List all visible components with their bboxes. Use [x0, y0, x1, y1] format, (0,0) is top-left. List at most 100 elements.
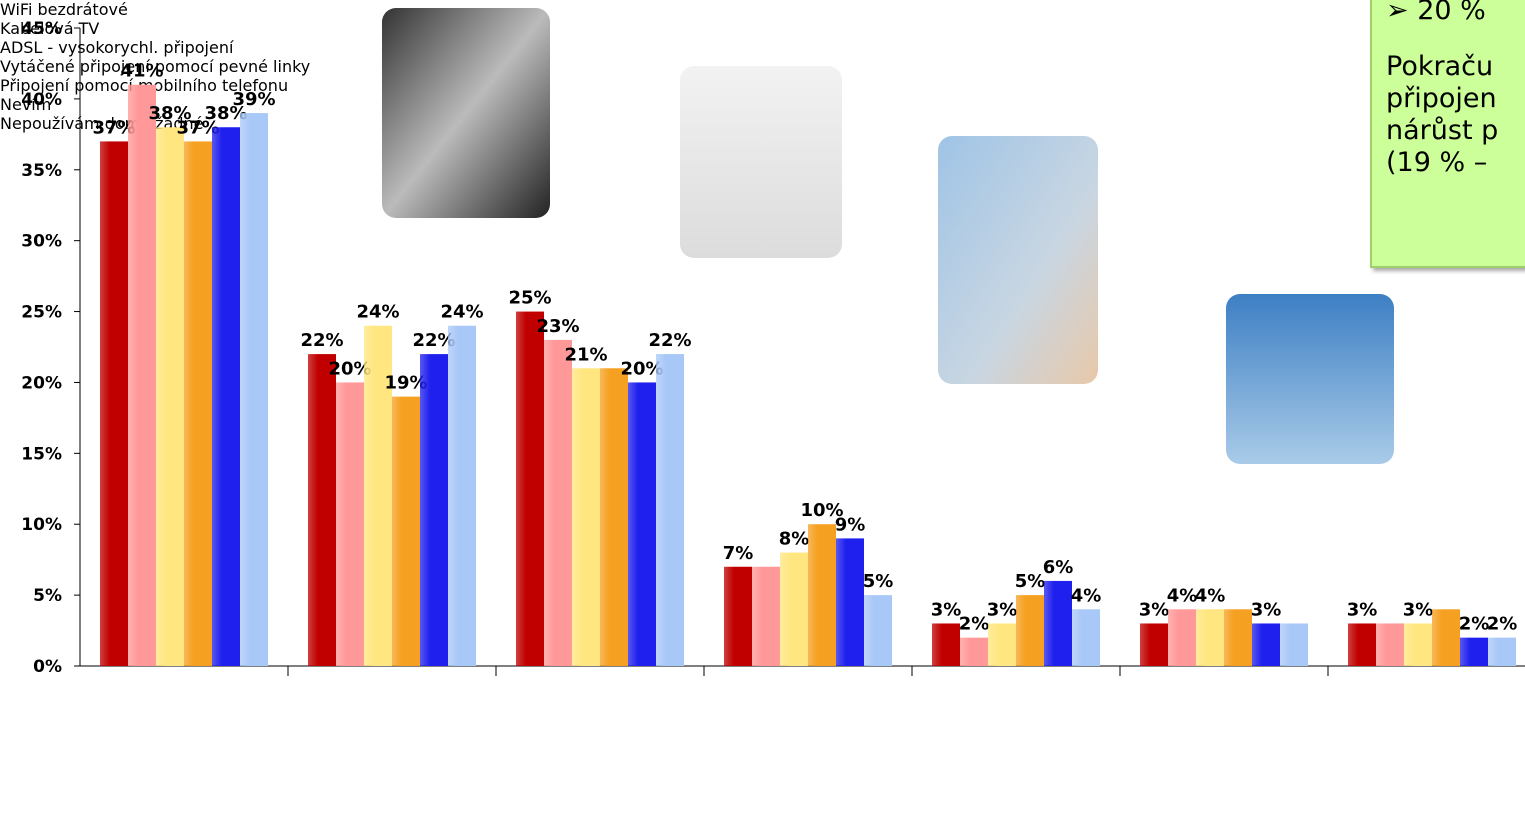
- value-label: 22%: [412, 330, 455, 351]
- x-tick-label: ADSL - vysokorychl. připojení: [0, 38, 234, 57]
- value-label: 21%: [564, 344, 607, 365]
- bar: [1432, 609, 1460, 666]
- bar: [1488, 637, 1516, 666]
- bar: [1196, 609, 1224, 666]
- value-label: 9%: [835, 514, 866, 535]
- value-label: 4%: [1167, 585, 1198, 606]
- bar: [1404, 623, 1432, 666]
- value-label: 37%: [92, 117, 135, 138]
- bar: [1376, 623, 1404, 666]
- bar: [1072, 609, 1100, 666]
- photo: [938, 136, 1098, 384]
- note-text: (19 % –: [1386, 147, 1488, 178]
- value-label: 2%: [1459, 614, 1490, 635]
- bar: [864, 595, 892, 666]
- bar: [988, 623, 1016, 666]
- value-label: 3%: [1251, 599, 1282, 620]
- bar: [1224, 609, 1252, 666]
- bar: [212, 127, 240, 666]
- y-tick-label: 35%: [21, 161, 62, 181]
- x-tick-label: WiFi bezdrátové: [0, 0, 128, 19]
- value-label: 2%: [959, 614, 990, 635]
- bar: [544, 339, 572, 666]
- y-tick-label: 40%: [21, 90, 62, 110]
- y-tick-label: 15%: [21, 444, 62, 464]
- value-label: 2%: [1487, 614, 1518, 635]
- value-label: 37%: [176, 117, 219, 138]
- value-label: 3%: [1403, 599, 1434, 620]
- bar: [516, 311, 544, 666]
- value-label: 3%: [931, 599, 962, 620]
- bar: [656, 354, 684, 666]
- bar: [752, 566, 780, 666]
- value-label: 24%: [440, 302, 483, 323]
- bar: [628, 382, 656, 666]
- value-label: 24%: [356, 302, 399, 323]
- note-text: nárůst p: [1386, 115, 1499, 146]
- note-text: Pokraču: [1386, 51, 1494, 82]
- photo: [382, 8, 550, 218]
- bar: [364, 325, 392, 666]
- value-label: 41%: [120, 61, 163, 82]
- value-label: 22%: [300, 330, 343, 351]
- decoration: [382, 8, 1394, 464]
- value-label: 39%: [232, 89, 275, 110]
- value-label: 4%: [1071, 585, 1102, 606]
- bar: [600, 368, 628, 666]
- photo: [1226, 294, 1394, 464]
- bar: [420, 354, 448, 666]
- bar: [184, 141, 212, 666]
- bar: [932, 623, 960, 666]
- bar: [392, 396, 420, 666]
- bar: [1044, 580, 1072, 666]
- value-label: 8%: [779, 529, 810, 550]
- value-label: 6%: [1043, 557, 1074, 578]
- bar: [448, 325, 476, 666]
- bar: [240, 113, 268, 667]
- value-label: 3%: [987, 599, 1018, 620]
- y-tick-label: 25%: [21, 303, 62, 323]
- bar: [128, 84, 156, 666]
- value-label: 25%: [508, 288, 551, 309]
- value-label: 20%: [328, 358, 371, 379]
- bar: [780, 552, 808, 666]
- value-label: 4%: [1195, 585, 1226, 606]
- note-text: připojen: [1386, 83, 1497, 114]
- y-tick-label: 45%: [21, 19, 62, 39]
- photo: [680, 66, 842, 258]
- y-tick-label: 0%: [33, 657, 62, 677]
- x-tick-label: Vytáčené připojení pomocí pevné linky: [0, 57, 311, 76]
- bar: [724, 566, 752, 666]
- y-tick-label: 5%: [33, 586, 62, 606]
- bar: [1460, 637, 1488, 666]
- y-tick-label: 30%: [21, 232, 62, 252]
- note-text: ➢ 20 %: [1386, 0, 1486, 26]
- bar: [1016, 595, 1044, 666]
- x-tick-label: Nevím: [0, 95, 52, 114]
- value-label: 23%: [536, 316, 579, 337]
- bar: [1168, 609, 1196, 666]
- value-label: 10%: [800, 500, 843, 521]
- value-label: 22%: [648, 330, 691, 351]
- value-label: 19%: [384, 373, 427, 394]
- bar: [572, 368, 600, 666]
- bar: [960, 637, 988, 666]
- bar: [1140, 623, 1168, 666]
- value-label: 5%: [1015, 571, 1046, 592]
- x-tick-label: Kabelová TV: [0, 19, 100, 38]
- note-box: ➢ 20 % Pokraču připojen nárůst p (19 % –: [1370, 0, 1525, 268]
- bar: [808, 524, 836, 666]
- bar: [308, 354, 336, 666]
- y-tick-label: 10%: [21, 515, 62, 535]
- bar: [156, 127, 184, 666]
- value-label: 3%: [1139, 599, 1170, 620]
- bar: [1348, 623, 1376, 666]
- bar: [1280, 623, 1308, 666]
- value-label: 38%: [204, 103, 247, 124]
- y-tick-label: 20%: [21, 373, 62, 393]
- bar: [336, 382, 364, 666]
- bar: [836, 538, 864, 666]
- bar: [1252, 623, 1280, 666]
